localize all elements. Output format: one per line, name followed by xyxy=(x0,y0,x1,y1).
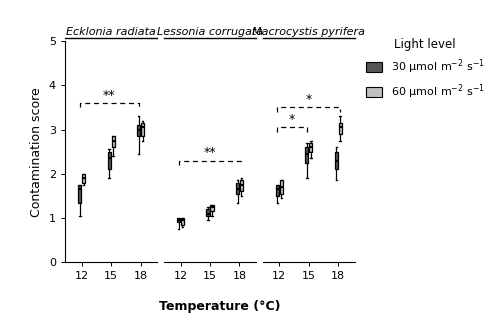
Text: Temperature (°C): Temperature (°C) xyxy=(159,300,281,313)
Text: **: ** xyxy=(204,146,216,159)
PathPatch shape xyxy=(306,147,308,163)
Text: Lessonia corrugata: Lessonia corrugata xyxy=(157,27,263,37)
PathPatch shape xyxy=(206,209,210,216)
PathPatch shape xyxy=(210,205,214,211)
Text: Macrocystis pyrifera: Macrocystis pyrifera xyxy=(252,27,366,37)
PathPatch shape xyxy=(309,143,312,152)
PathPatch shape xyxy=(181,218,184,225)
Text: *: * xyxy=(289,113,295,126)
PathPatch shape xyxy=(137,125,140,136)
PathPatch shape xyxy=(141,123,144,136)
PathPatch shape xyxy=(82,174,85,183)
PathPatch shape xyxy=(236,183,239,194)
Text: **: ** xyxy=(103,89,116,102)
PathPatch shape xyxy=(276,185,279,196)
Y-axis label: Contamination score: Contamination score xyxy=(30,87,44,216)
Legend: 30 μmol m$^{-2}$ s$^{-1}$, 60 μmol m$^{-2}$ s$^{-1}$: 30 μmol m$^{-2}$ s$^{-1}$, 60 μmol m$^{-… xyxy=(364,36,488,104)
PathPatch shape xyxy=(78,185,82,203)
PathPatch shape xyxy=(108,152,111,169)
PathPatch shape xyxy=(112,136,114,147)
PathPatch shape xyxy=(335,152,338,169)
PathPatch shape xyxy=(338,123,342,134)
PathPatch shape xyxy=(240,180,243,191)
PathPatch shape xyxy=(177,218,180,222)
Text: Ecklonia radiata: Ecklonia radiata xyxy=(66,27,156,37)
Text: *: * xyxy=(306,93,312,106)
PathPatch shape xyxy=(280,180,283,194)
